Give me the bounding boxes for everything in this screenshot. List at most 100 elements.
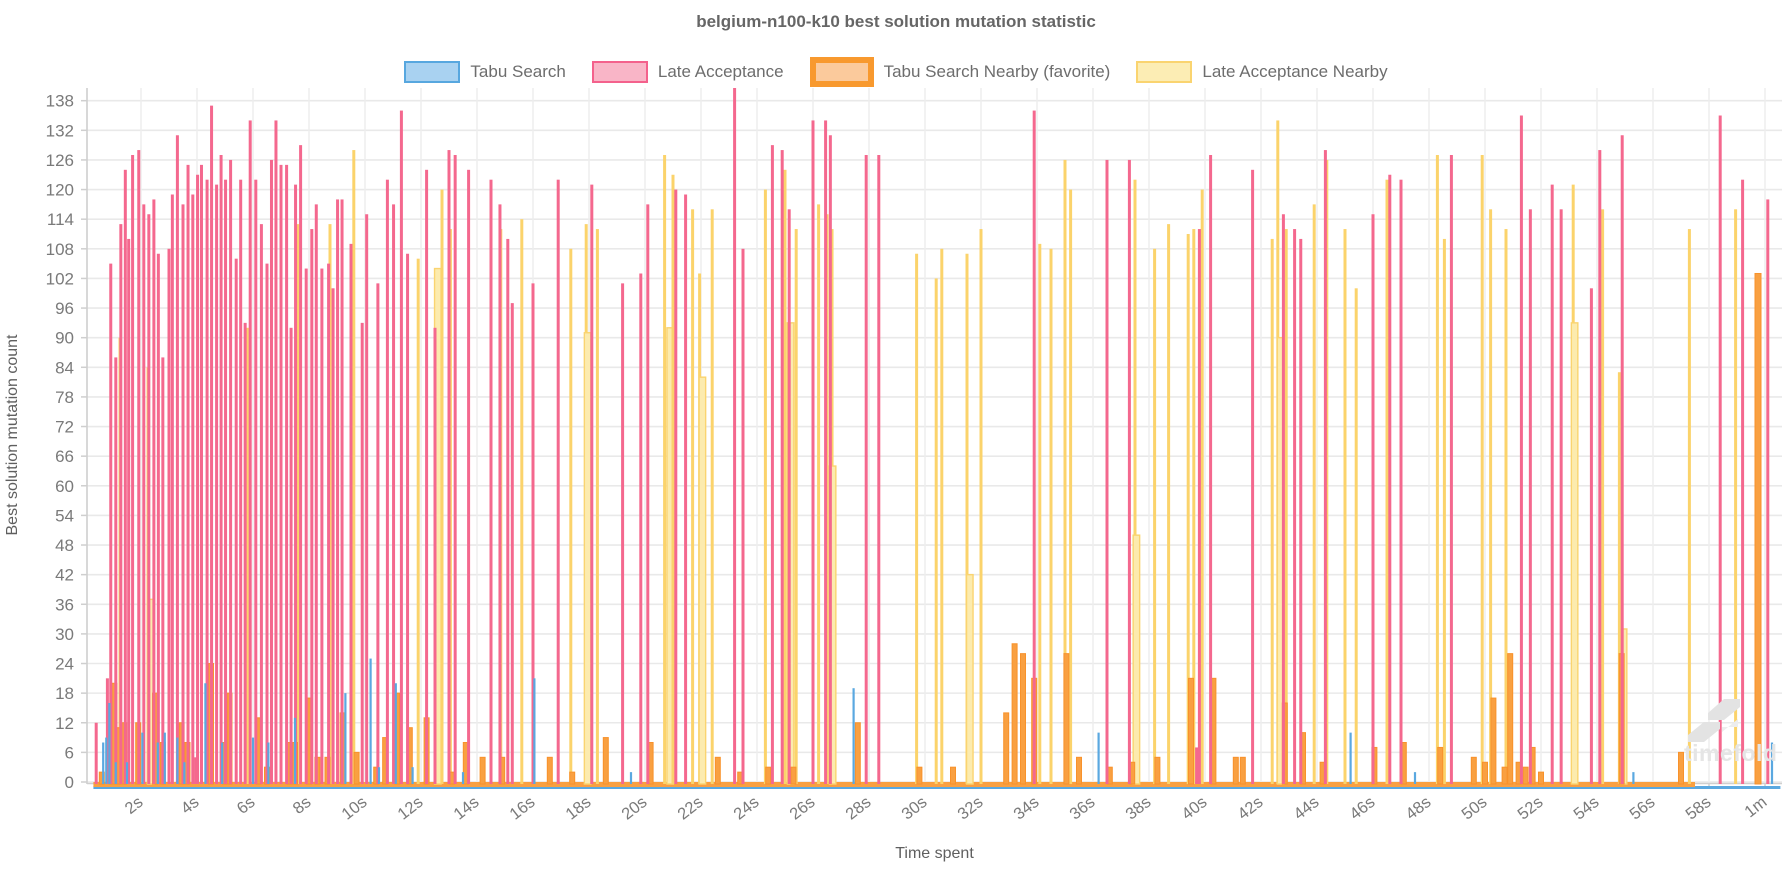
late-acceptance-nearby-bar (595, 229, 599, 784)
tabu-search-nearby-favorite--bar (1011, 643, 1018, 785)
late-acceptance-bar (259, 224, 263, 784)
late-acceptance-nearby-bar (1038, 243, 1042, 784)
late-acceptance-bar (1281, 214, 1285, 784)
late-acceptance-bar (510, 303, 514, 784)
late-acceptance-bar (269, 159, 273, 785)
late-acceptance-nearby-bar (520, 219, 524, 784)
late-acceptance-bar (1195, 747, 1199, 784)
tabu-search-nearby-favorite--bar (98, 771, 105, 785)
y-tick-label: 102 (46, 269, 74, 288)
y-tick-label: 12 (55, 714, 74, 733)
y-tick-label: 0 (65, 773, 74, 792)
late-acceptance-bar (205, 179, 209, 784)
late-acceptance-bar (741, 248, 745, 784)
tabu-search-bar (394, 683, 397, 784)
late-acceptance-bar (181, 204, 185, 785)
y-tick-label: 72 (55, 418, 74, 437)
tabu-search-bar (377, 767, 381, 784)
late-acceptance-nearby-bar (416, 258, 420, 785)
tabu-search-nearby-favorite--bar (1754, 272, 1762, 785)
late-acceptance-bar (299, 145, 303, 784)
x-tick-label: 36s (1066, 793, 1098, 824)
late-acceptance-bar (243, 322, 247, 784)
tabu-search-bar (1770, 742, 1774, 784)
late-acceptance-nearby-swatch-icon (1136, 61, 1193, 83)
late-acceptance-nearby-bar (691, 209, 695, 785)
tabu-search-nearby-favorite--bar (1188, 677, 1194, 785)
tabu-search-nearby-favorite--bar (1003, 712, 1010, 785)
late-acceptance-nearby-bar (1167, 224, 1171, 784)
late-acceptance-bar (340, 199, 344, 784)
late-acceptance-bar (294, 184, 298, 785)
late-acceptance-bar (674, 189, 678, 784)
y-tick-label: 6 (65, 743, 74, 762)
x-tick-label: 44s (1290, 793, 1322, 824)
x-tick-label: 1m (1741, 793, 1770, 821)
tabu-search-nearby-favorite--bar (1470, 756, 1477, 785)
late-acceptance-bar (590, 184, 594, 785)
tabu-search-nearby-favorite--bar (1678, 751, 1684, 785)
late-acceptance-bar (1589, 288, 1593, 784)
tabu-search-nearby-favorite--bar (1020, 653, 1026, 785)
late-acceptance-bar (289, 327, 293, 784)
x-tick-label: 2s (122, 793, 147, 818)
late-acceptance-nearby-bar (783, 169, 787, 784)
tabu-search-nearby-favorite--bar (1232, 756, 1239, 785)
late-acceptance-bar (215, 184, 219, 785)
x-tick-label: 4s (178, 793, 203, 818)
late-acceptance-bar (1299, 238, 1303, 784)
late-acceptance-bar (1032, 110, 1036, 785)
late-acceptance-nearby-bar (1480, 155, 1484, 785)
late-acceptance-nearby-bar (817, 204, 821, 785)
late-acceptance-bar (392, 204, 396, 785)
late-acceptance-bar (453, 155, 457, 785)
tabu-search-bar (183, 762, 186, 784)
late-acceptance-bar (1127, 159, 1131, 785)
tabu-search-bar (176, 737, 179, 784)
late-acceptance-bar (265, 263, 269, 784)
tabu-search-nearby-favorite--bar (790, 766, 797, 785)
late-acceptance-bar (336, 199, 340, 784)
late-acceptance-bar (314, 204, 318, 785)
tabu-search-bar (102, 742, 105, 784)
x-tick-label: 52s (1514, 793, 1546, 824)
late-acceptance-nearby-bar (1601, 209, 1605, 785)
tabu-search-bar (1097, 732, 1100, 784)
late-acceptance-bar (304, 268, 308, 784)
late-acceptance-bar (1449, 155, 1453, 785)
late-acceptance-bar (621, 283, 625, 784)
late-acceptance-bar (147, 214, 151, 784)
late-acceptance-bar (248, 120, 252, 784)
late-acceptance-nearby-bar (965, 253, 969, 785)
tabu-search-bar (344, 693, 347, 784)
late-acceptance-bar (1399, 179, 1403, 784)
y-axis-title: Best solution mutation count (4, 334, 21, 536)
late-acceptance-bar (199, 164, 203, 784)
late-acceptance-bar (399, 110, 403, 785)
late-acceptance-bar (131, 155, 135, 785)
legend: Tabu Search Late Acceptance Tabu Search … (0, 57, 1792, 87)
y-tick-label: 138 (46, 92, 74, 111)
late-acceptance-nearby-bar (1200, 189, 1204, 784)
y-tick-label: 96 (55, 299, 74, 318)
y-tick-label: 120 (46, 181, 74, 200)
late-acceptance-bar (376, 283, 380, 784)
late-acceptance-bar (142, 204, 146, 785)
late-acceptance-bar (219, 155, 223, 785)
late-acceptance-nearby-bar (1504, 229, 1508, 784)
late-acceptance-nearby-bar (296, 224, 300, 784)
tabu-search-bar (1413, 772, 1417, 784)
y-tick-label: 132 (46, 121, 74, 140)
y-tick-label: 90 (55, 329, 74, 348)
late-acceptance-bar (1293, 229, 1297, 784)
x-tick-label: 6s (234, 793, 259, 818)
late-acceptance-bar (684, 194, 688, 784)
late-acceptance-bar (877, 155, 881, 785)
tabu-search-bar (141, 732, 144, 784)
x-axis-title: Time spent (895, 845, 974, 862)
late-acceptance-bar (114, 357, 118, 784)
late-acceptance-nearby-bar (763, 189, 767, 784)
x-tick-label: 38s (1122, 793, 1154, 824)
late-acceptance-bar (310, 229, 314, 784)
chart-title: belgium-n100-k10 best solution mutation … (696, 12, 1096, 31)
